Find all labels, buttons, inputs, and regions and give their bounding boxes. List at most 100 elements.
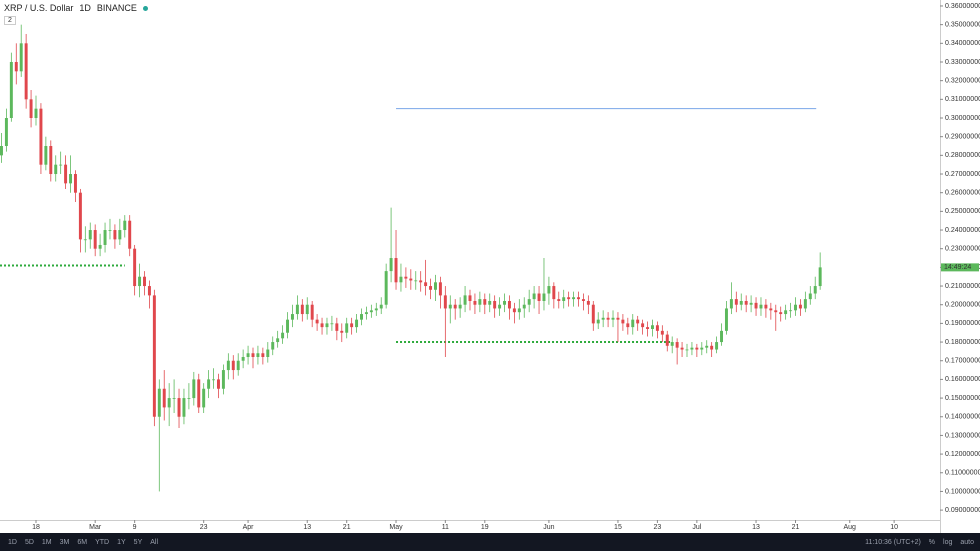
candle-body bbox=[552, 286, 556, 300]
candle-body bbox=[256, 353, 260, 357]
x-tick-label: 21 bbox=[792, 524, 800, 531]
candle-body bbox=[419, 280, 423, 283]
range-button[interactable]: 1Y bbox=[117, 538, 126, 546]
candle-body bbox=[631, 319, 635, 328]
candle-body bbox=[813, 286, 817, 294]
candle-body bbox=[246, 353, 250, 357]
header: XRP / U.S. Dollar 1D BINANCE bbox=[4, 3, 148, 13]
candle-body bbox=[591, 304, 595, 324]
y-tick-label: 0.16000000 bbox=[945, 376, 980, 383]
candle-body bbox=[212, 379, 216, 381]
x-tick-label: May bbox=[389, 524, 403, 531]
y-tick-label: 0.32000000 bbox=[945, 78, 980, 85]
y-tick-label: 0.29000000 bbox=[945, 134, 980, 141]
range-button[interactable]: 5D bbox=[24, 538, 34, 546]
candle-body bbox=[39, 108, 43, 165]
candle-body bbox=[379, 304, 383, 309]
y-tick-label: 0.13000000 bbox=[945, 432, 980, 439]
range-button[interactable]: 1M bbox=[41, 538, 52, 546]
candle-body bbox=[226, 360, 230, 371]
candle-body bbox=[527, 299, 531, 305]
candle-body bbox=[774, 310, 778, 313]
range-button[interactable]: 5Y bbox=[133, 538, 143, 546]
candle-body bbox=[498, 304, 502, 309]
candle-body bbox=[507, 300, 511, 309]
interval[interactable]: 1D bbox=[79, 3, 91, 13]
candle-body bbox=[167, 398, 171, 408]
scale-option[interactable]: auto bbox=[960, 538, 974, 546]
candle-body bbox=[389, 258, 393, 272]
candle-body bbox=[690, 347, 694, 350]
x-tick-label: Mar bbox=[89, 524, 102, 531]
candle-body bbox=[133, 248, 137, 287]
range-button[interactable]: YTD bbox=[95, 538, 110, 546]
scale-option[interactable]: % bbox=[928, 538, 936, 546]
x-tick-label: 10 bbox=[890, 524, 898, 531]
candle-body bbox=[157, 388, 161, 417]
candle-body bbox=[24, 43, 28, 100]
symbol[interactable]: XRP / U.S. Dollar bbox=[4, 3, 74, 13]
candle-body bbox=[478, 299, 482, 305]
candle-body bbox=[685, 349, 689, 351]
scale-options: % log auto bbox=[921, 539, 974, 546]
candle-body bbox=[305, 304, 309, 315]
y-tick-label: 0.25000000 bbox=[945, 208, 980, 215]
candle-body bbox=[537, 293, 541, 301]
candle-body bbox=[64, 164, 68, 184]
candle-body bbox=[789, 310, 793, 312]
y-tick-label: 0.14000000 bbox=[945, 414, 980, 421]
candle-body bbox=[49, 146, 53, 175]
candle-body bbox=[44, 146, 48, 165]
candle-body bbox=[310, 304, 314, 320]
candle-body bbox=[320, 323, 324, 328]
candle-body bbox=[488, 300, 492, 305]
candle-body bbox=[443, 295, 447, 309]
candle-body bbox=[19, 43, 23, 72]
candle-body bbox=[621, 319, 625, 324]
candle-body bbox=[680, 347, 684, 350]
y-tick-label: 0.18000000 bbox=[945, 339, 980, 346]
candle-body bbox=[98, 244, 102, 249]
candle-body bbox=[216, 379, 220, 389]
candle-body bbox=[606, 317, 610, 320]
candle-body bbox=[271, 342, 275, 350]
x-tick-label: 9 bbox=[133, 524, 137, 531]
candle-body bbox=[118, 230, 122, 240]
y-tick-label: 0.17000000 bbox=[945, 358, 980, 365]
candle-body bbox=[364, 312, 368, 315]
candle-body bbox=[724, 308, 728, 331]
indicator-toggle[interactable]: 2 bbox=[4, 16, 16, 25]
range-button[interactable]: 3M bbox=[59, 538, 70, 546]
candle-body bbox=[83, 239, 87, 241]
x-tick-label: 13 bbox=[303, 524, 311, 531]
candle-body bbox=[734, 299, 738, 305]
candle-body bbox=[458, 304, 462, 309]
candle-body bbox=[764, 304, 768, 309]
candle-body bbox=[532, 293, 536, 300]
x-tick-label: 13 bbox=[752, 524, 760, 531]
candle-body bbox=[236, 360, 240, 371]
candle-body bbox=[429, 286, 433, 290]
range-button[interactable]: 1D bbox=[8, 538, 17, 546]
range-button[interactable]: All bbox=[150, 538, 159, 546]
clock: 11:10:36 (UTC+2) bbox=[865, 538, 921, 546]
candle-body bbox=[0, 146, 3, 156]
candle-body bbox=[374, 308, 378, 311]
x-tick-label: Apr bbox=[243, 524, 255, 531]
candle-body bbox=[335, 323, 339, 331]
candle-body bbox=[4, 118, 8, 147]
x-tick-label: Jun bbox=[543, 524, 554, 531]
x-tick-label: 23 bbox=[654, 524, 662, 531]
chart: 0.09000000 0.10000000 0.11000000 0.12000000… bbox=[0, 0, 980, 533]
candle-body bbox=[34, 108, 38, 119]
candle-body bbox=[463, 295, 467, 305]
status-dot bbox=[142, 5, 148, 11]
y-tick-label: 0.21000000 bbox=[945, 283, 980, 290]
candle-body bbox=[567, 297, 571, 300]
countdown-tag bbox=[941, 263, 979, 272]
candle-body bbox=[744, 300, 748, 305]
scale-option[interactable]: log bbox=[943, 538, 953, 546]
range-button[interactable]: 6M bbox=[77, 538, 88, 546]
candle-body bbox=[424, 282, 428, 287]
